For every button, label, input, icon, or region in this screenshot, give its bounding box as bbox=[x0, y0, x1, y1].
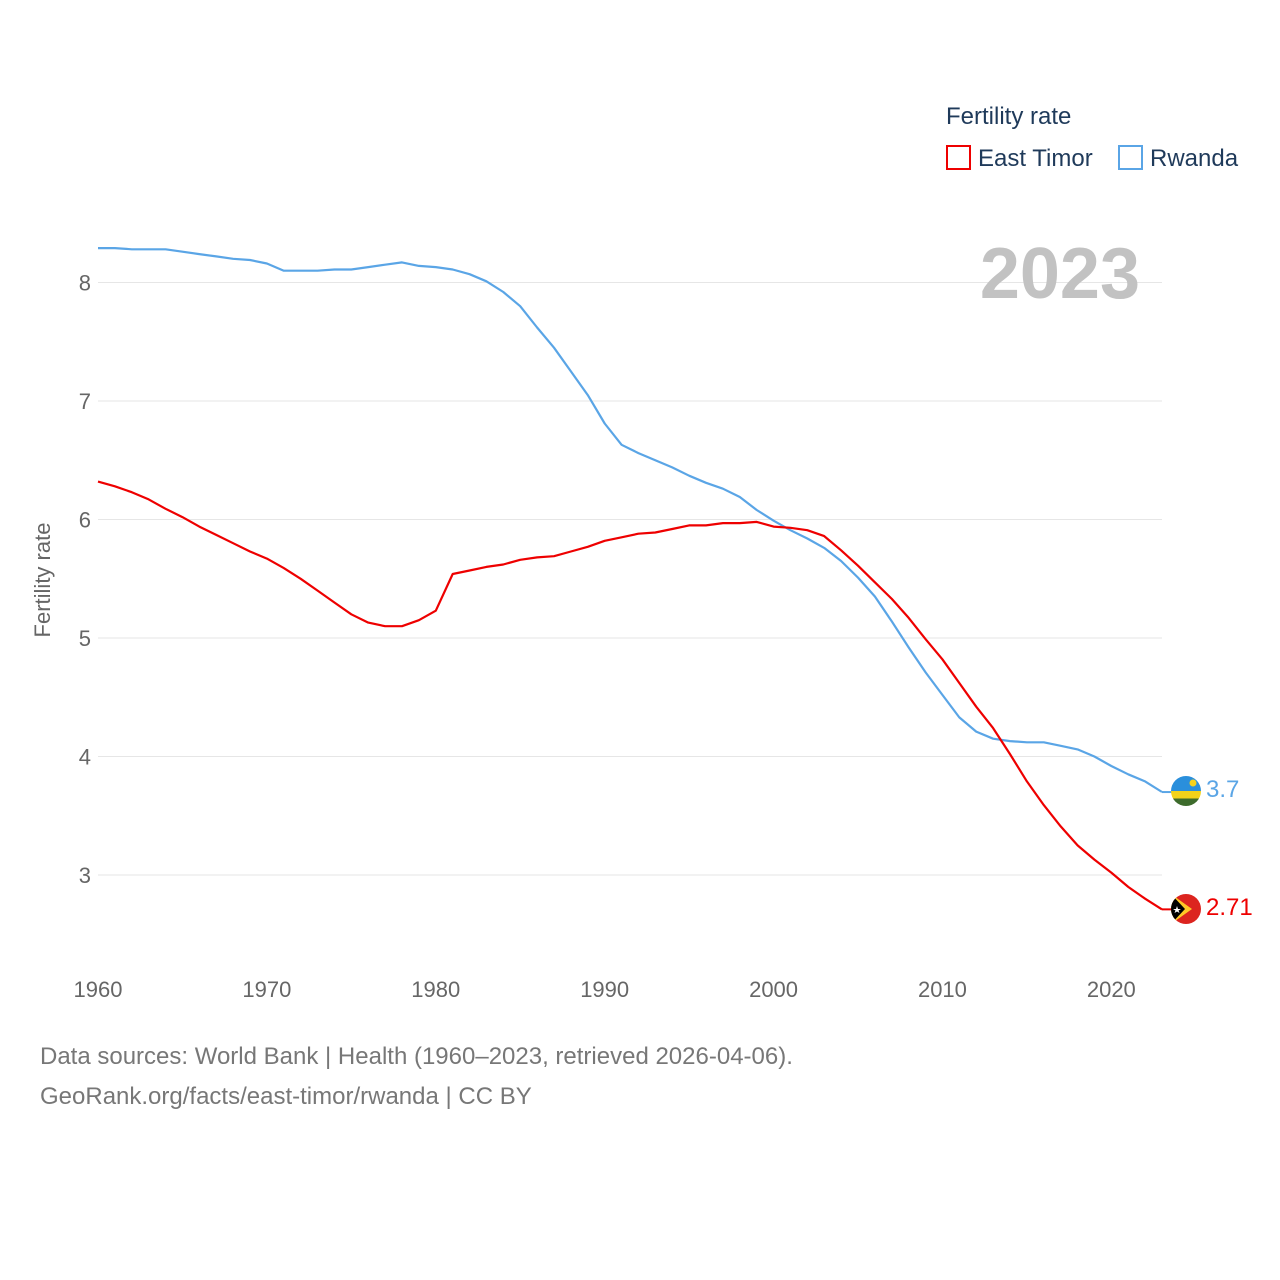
y-tick-label: 7 bbox=[79, 389, 91, 414]
series-line-rwanda[interactable] bbox=[98, 247, 1163, 793]
legend-label-east-timor[interactable]: East Timor bbox=[978, 145, 1093, 172]
gridlines bbox=[98, 282, 1162, 876]
y-tick-label: 6 bbox=[79, 508, 91, 533]
rwanda-flag-icon bbox=[1171, 776, 1201, 806]
x-tick-label: 1990 bbox=[580, 977, 629, 1002]
series-lines bbox=[97, 247, 1172, 911]
legend-swatch-east-timor[interactable] bbox=[946, 145, 971, 170]
series-end-markers: 3.7 2.71 bbox=[1171, 776, 1253, 924]
year-label: 2023 bbox=[980, 234, 1140, 314]
x-tick-label: 1970 bbox=[242, 977, 291, 1002]
y-axis-label: Fertility rate bbox=[30, 523, 55, 638]
legend-label-rwanda[interactable]: Rwanda bbox=[1150, 145, 1239, 172]
y-tick-label: 8 bbox=[79, 271, 91, 296]
legend: Fertility rate East Timor Rwanda bbox=[946, 103, 1239, 172]
east-timor-end-value: 2.71 bbox=[1206, 894, 1253, 921]
east-timor-flag-icon bbox=[1171, 894, 1201, 924]
footer-sources: Data sources: World Bank | Health (1960–… bbox=[40, 1043, 793, 1070]
y-tick-label: 5 bbox=[79, 626, 91, 651]
x-tick-label: 2020 bbox=[1087, 977, 1136, 1002]
legend-swatch-rwanda[interactable] bbox=[1118, 145, 1143, 170]
x-tick-label: 2000 bbox=[749, 977, 798, 1002]
series-line-east-timor[interactable] bbox=[97, 480, 1163, 911]
y-axis: 3 4 5 6 7 8 bbox=[79, 271, 91, 889]
legend-title: Fertility rate bbox=[946, 103, 1071, 130]
y-tick-label: 4 bbox=[79, 745, 91, 770]
rwanda-end-value: 3.7 bbox=[1206, 776, 1239, 803]
y-tick-label: 3 bbox=[79, 863, 91, 888]
x-tick-label: 1960 bbox=[74, 977, 123, 1002]
footer-credit[interactable]: GeoRank.org/facts/east-timor/rwanda | CC… bbox=[40, 1083, 532, 1110]
x-axis: 1960 1970 1980 1990 2000 2010 2020 bbox=[74, 977, 1136, 1002]
x-tick-label: 1980 bbox=[411, 977, 460, 1002]
x-tick-label: 2010 bbox=[918, 977, 967, 1002]
